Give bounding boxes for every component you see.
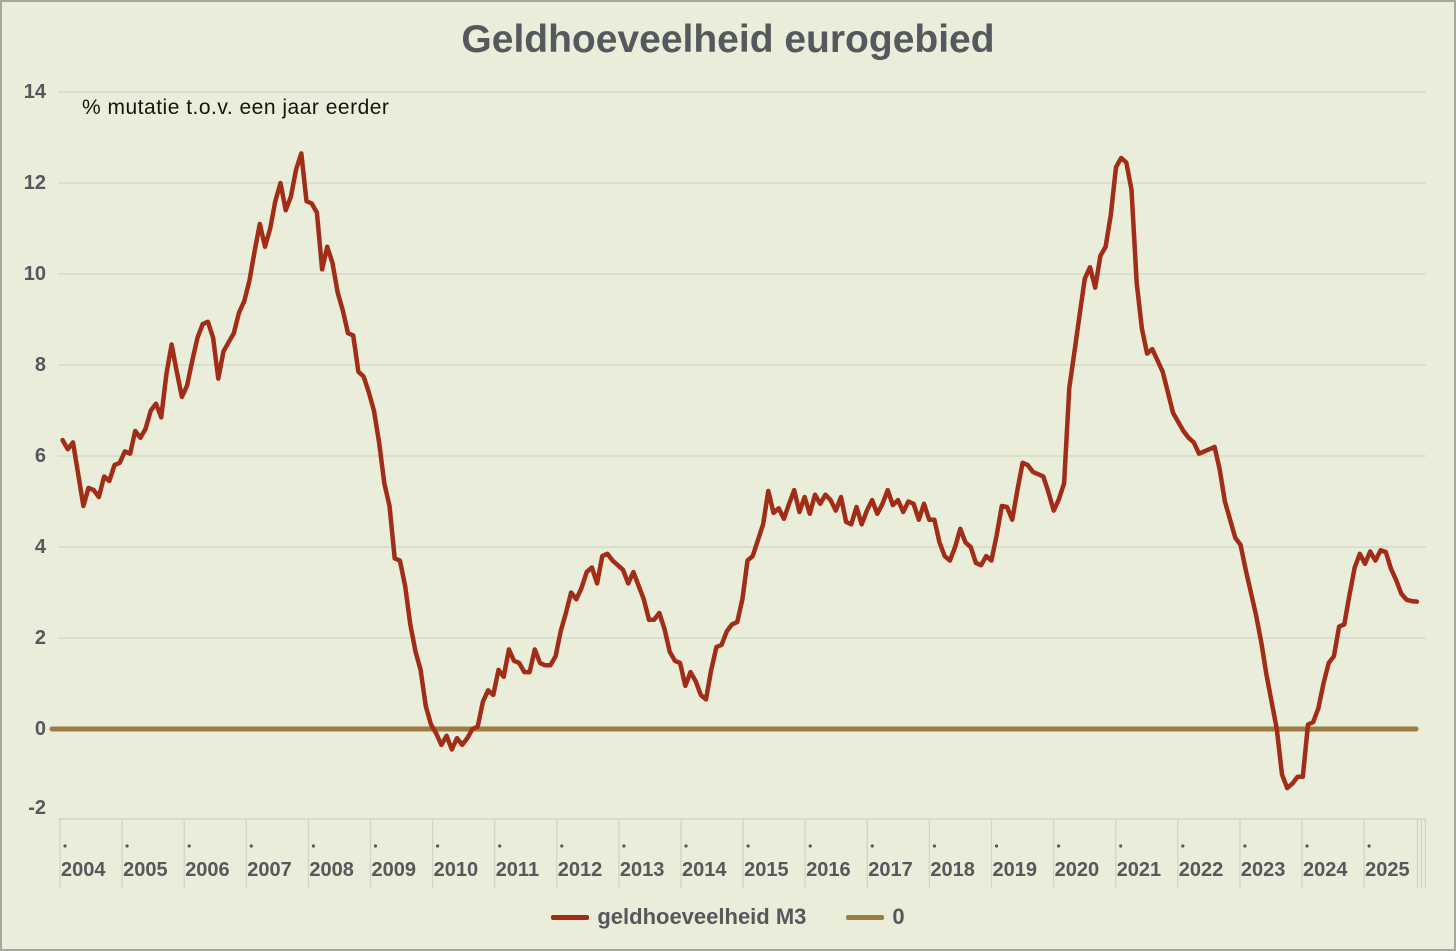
legend-item-zero: 0: [846, 904, 905, 930]
x-tick-label: 2011: [495, 859, 540, 881]
legend: geldhoeveelheid M3 0: [2, 904, 1454, 930]
tick-dot: [125, 844, 129, 848]
y-tick-label: -2: [28, 797, 46, 819]
m3-line-swatch-icon: [551, 914, 590, 920]
x-tick-label: 2023: [1240, 859, 1286, 881]
tick-dot: [1057, 844, 1061, 848]
tick-dot: [187, 844, 191, 848]
y-tick-label: 4: [34, 536, 46, 558]
x-tick-label: 2013: [619, 859, 665, 881]
x-tick-label: 2008: [309, 859, 354, 881]
x-tick-label: 2016: [806, 859, 851, 881]
y-tick-label: 2: [34, 627, 46, 649]
legend-label-zero: 0: [892, 904, 905, 929]
y-tick-label: 14: [23, 81, 46, 103]
x-tick-label: 2017: [868, 859, 913, 881]
tick-dot: [1119, 844, 1123, 848]
x-tick-label: 2019: [992, 859, 1038, 881]
m3-line: [60, 151, 1420, 791]
tick-dot: [684, 844, 688, 848]
tick-dot: [1367, 844, 1371, 848]
tick-dot: [932, 844, 937, 848]
tick-dot: [746, 844, 750, 848]
x-tick-label: 2020: [1054, 859, 1100, 881]
tick-dot: [994, 844, 999, 848]
legend-label-m3: geldhoeveelheid M3: [597, 904, 807, 929]
tick-dot: [498, 844, 502, 848]
chart-subtitle-annotation: % mutatie t.o.v. een jaar eerder: [82, 96, 390, 119]
chart-title: Geldhoeveelheid eurogebied: [461, 18, 995, 61]
tick-dot: [311, 844, 315, 848]
tick-dot: [1305, 844, 1309, 848]
x-tick-label: 2004: [61, 859, 106, 881]
tick-dot: [1181, 844, 1185, 848]
y-tick-label: 8: [34, 354, 46, 376]
tick-dot: [1243, 844, 1247, 848]
x-tick-label: 2015: [744, 859, 789, 881]
zero-line-swatch-icon: [846, 914, 885, 920]
tick-dot: [63, 844, 67, 848]
tick-dot: [373, 844, 378, 848]
x-tick-label: 2021: [1116, 859, 1162, 881]
x-tick-label: 2007: [247, 859, 292, 881]
tick-dot: [622, 844, 626, 848]
x-tick-label: 2006: [185, 859, 230, 881]
y-tick-label: 6: [34, 445, 46, 467]
y-tick-label: 0: [34, 718, 46, 740]
x-tick-label: 2005: [123, 859, 168, 881]
tick-dot: [436, 844, 440, 848]
x-tick-label: 2022: [1178, 859, 1224, 881]
x-tick-label: 2009: [371, 859, 417, 881]
legend-item-m3: geldhoeveelheid M3: [551, 904, 806, 930]
x-tick-label: 2025: [1365, 859, 1410, 881]
tick-dot: [560, 844, 564, 848]
x-tick-label: 2014: [682, 859, 727, 881]
tick-dot: [870, 844, 874, 848]
tick-dot: [808, 844, 812, 848]
x-tick-label: 2012: [557, 859, 603, 881]
x-tick-label: 2010: [433, 859, 479, 881]
x-tick-label: 2018: [930, 859, 975, 881]
tick-dot: [249, 844, 253, 848]
y-tick-label: 10: [23, 263, 46, 285]
y-tick-label: 12: [23, 172, 46, 194]
x-tick-label: 2024: [1303, 859, 1348, 881]
